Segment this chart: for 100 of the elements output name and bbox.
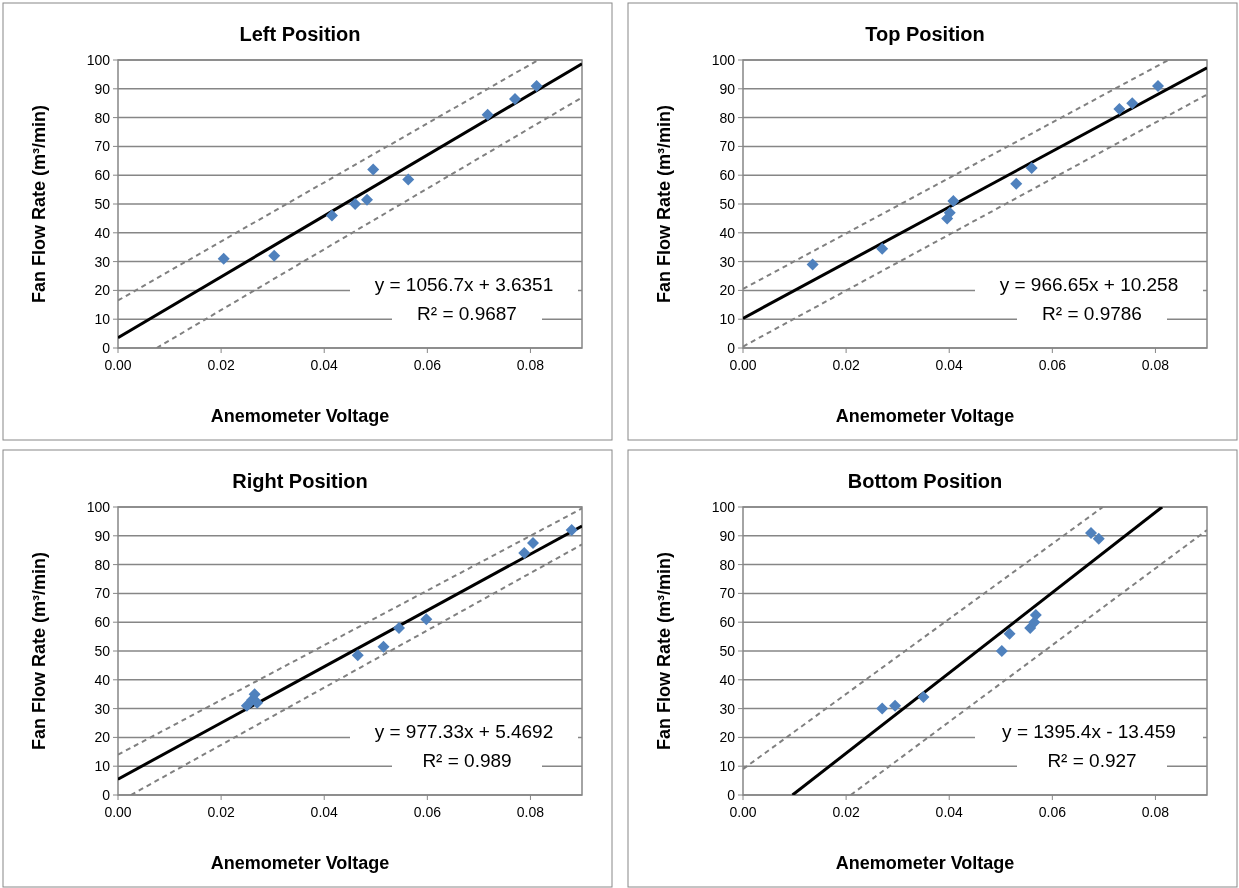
x-tick-label: 0.02 (207, 357, 235, 373)
y-tick-label: 60 (94, 167, 111, 184)
y-tick-label: 20 (94, 729, 111, 746)
x-tick-label: 0.04 (935, 357, 964, 373)
point (349, 198, 362, 210)
point (889, 699, 902, 712)
y-tick-label: 80 (94, 109, 111, 126)
y-tick-label: 50 (94, 196, 111, 212)
point (565, 524, 578, 537)
y-tick-label: 60 (94, 614, 111, 631)
x-tick-label: 0.06 (1038, 357, 1067, 373)
y-tick-label: 100 (711, 52, 736, 68)
y-tick-label: 50 (719, 643, 736, 659)
annotation: R² = 0.927 (1047, 750, 1137, 772)
y-tick-label: 10 (94, 311, 111, 328)
point (527, 537, 540, 549)
x-tick-label: 0.08 (1141, 804, 1170, 820)
y-tick-label: 90 (94, 80, 111, 97)
point (995, 645, 1008, 657)
y-tick-label: 100 (86, 499, 111, 515)
y-tick-label: 70 (94, 138, 111, 155)
chart-title: Left Position (239, 23, 361, 45)
point (806, 258, 819, 271)
point (325, 209, 338, 222)
x-tick-label: 0.06 (413, 804, 442, 820)
y-tick-label: 10 (94, 758, 111, 775)
y-tick-label: 30 (719, 700, 736, 717)
y-tick-label: 10 (719, 311, 736, 328)
point (1029, 609, 1042, 621)
y-tick-label: 50 (719, 196, 736, 212)
point (481, 108, 494, 121)
x-axis-title: Anemometer Voltage (210, 853, 390, 873)
point (217, 252, 230, 265)
point (377, 640, 390, 653)
chart-title: Right Position (232, 470, 368, 492)
point (876, 242, 889, 255)
point (508, 92, 521, 105)
point (876, 702, 889, 715)
y-tick-label: 70 (719, 138, 736, 155)
y-tick-label: 40 (719, 671, 736, 688)
x-tick-label: 0.02 (832, 357, 860, 373)
y-tick-label: 80 (94, 556, 111, 573)
y-tick-label: 70 (94, 585, 111, 602)
x-tick-label: 0.08 (516, 804, 545, 820)
y-tick-label: 90 (94, 527, 111, 544)
x-tick-label: 0.00 (104, 357, 132, 373)
point (392, 621, 405, 634)
annotation: y = 1395.4x - 13.459 (1002, 721, 1176, 743)
y-tick-label: 10 (719, 758, 736, 775)
x-tick-label: 0.00 (104, 804, 132, 820)
y-tick-label: 30 (94, 700, 111, 717)
y-tick-label: 0 (727, 340, 736, 356)
x-tick-label: 0.00 (729, 357, 757, 373)
y-tick-label: 20 (719, 729, 736, 746)
annotation: y = 1056.7x + 3.6351 (374, 274, 554, 296)
y-tick-label: 50 (94, 643, 111, 659)
y-tick-label: 100 (711, 499, 736, 515)
x-tick-label: 0.06 (1038, 804, 1067, 820)
annotation: y = 977.33x + 5.4692 (374, 721, 554, 743)
point (268, 249, 281, 262)
x-tick-label: 0.08 (1141, 357, 1170, 373)
y-tick-label: 40 (719, 224, 736, 241)
y-axis-title: Fan Flow Rate (m³/min) (654, 104, 674, 303)
point (1085, 526, 1097, 539)
y-tick-label: 60 (719, 167, 736, 184)
point (530, 79, 543, 92)
y-tick-label: 20 (94, 282, 111, 299)
y-tick-label: 70 (719, 585, 736, 602)
y-tick-label: 20 (719, 282, 736, 299)
point (361, 193, 374, 206)
x-axis-title: Anemometer Voltage (835, 406, 1015, 426)
point (351, 649, 364, 662)
annotation: R² = 0.9687 (417, 303, 517, 325)
x-axis-title: Anemometer Voltage (835, 853, 1015, 873)
y-tick-label: 30 (719, 253, 736, 270)
point (420, 613, 433, 626)
x-tick-label: 0.04 (310, 804, 339, 820)
point (367, 163, 380, 176)
x-tick-label: 0.04 (310, 357, 339, 373)
y-axis-title: Fan Flow Rate (m³/min) (29, 104, 49, 303)
y-tick-label: 30 (94, 253, 111, 270)
point (1152, 79, 1165, 92)
y-tick-label: 40 (94, 671, 111, 688)
point (947, 195, 960, 208)
x-tick-label: 0.08 (516, 357, 545, 373)
y-tick-label: 0 (102, 340, 111, 356)
point (917, 691, 930, 704)
x-axis-title: Anemometer Voltage (210, 406, 390, 426)
y-tick-label: 100 (86, 52, 111, 68)
annotation: R² = 0.989 (422, 750, 512, 772)
y-tick-label: 0 (102, 787, 111, 803)
point (1025, 162, 1038, 174)
chart-title: Top Position (865, 23, 985, 45)
y-tick-label: 0 (727, 787, 736, 803)
y-axis-title: Fan Flow Rate (m³/min) (29, 551, 49, 750)
y-axis-title: Fan Flow Rate (m³/min) (654, 551, 674, 750)
point (518, 547, 531, 560)
x-tick-label: 0.00 (729, 804, 757, 820)
point (402, 173, 415, 186)
annotation: R² = 0.9786 (1042, 303, 1142, 325)
